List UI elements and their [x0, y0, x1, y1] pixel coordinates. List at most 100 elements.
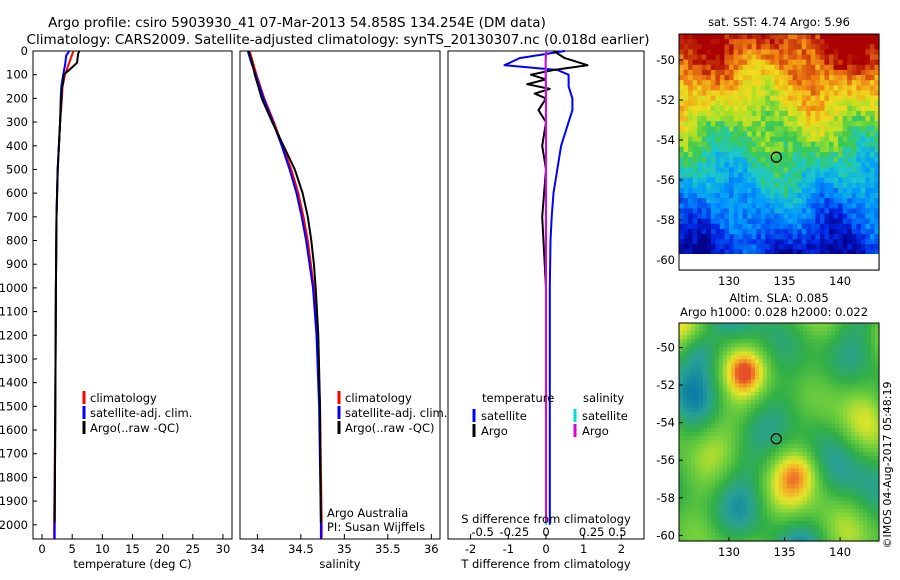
sst-map-cell: [715, 80, 721, 86]
sla-map-cell: [707, 520, 712, 526]
sla-map-cell: [855, 339, 860, 344]
sla-map-cell: [695, 339, 700, 344]
sla-map-cell: [727, 524, 732, 530]
sla-map-cell: [767, 456, 772, 461]
sla-map-cell: [795, 440, 800, 445]
sst-map-cell: [738, 172, 744, 179]
sla-map-cell: [707, 472, 712, 478]
sla-map-cell: [799, 448, 804, 453]
sst-map-cell: [765, 172, 771, 179]
sst-map-cell: [779, 75, 785, 81]
sst-map-cell: [824, 116, 830, 122]
sla-map-cell: [859, 383, 864, 389]
sst-map-cell: [733, 239, 739, 245]
sst-map-cell: [847, 64, 853, 71]
sst-map-cell: [847, 182, 853, 189]
sla-map-cell: [751, 452, 756, 457]
sla-map-cell: [771, 355, 776, 360]
sst-map-cell: [851, 244, 857, 251]
sla-map-cell: [747, 432, 752, 437]
sst-map-cell: [679, 198, 685, 204]
sla-map-cell: [715, 520, 720, 526]
sst-map-cell: [765, 234, 771, 240]
sst-map-cell: [806, 49, 812, 56]
sla-map-cell: [719, 331, 724, 336]
sst-map-cell: [801, 172, 807, 179]
sst-map-cell: [683, 105, 689, 112]
sst-map-cell: [829, 172, 835, 179]
sla-map-cell: [731, 335, 736, 340]
sst-map-cell: [842, 39, 848, 45]
sla-map-cell: [875, 516, 880, 522]
sst-map-cell: [806, 157, 812, 163]
sst-map-cell: [765, 146, 771, 153]
sla-map-cell: [715, 512, 720, 518]
sst-map-cell: [860, 126, 866, 133]
sla-map-cell: [795, 444, 800, 449]
sst-map-cell: [806, 239, 812, 245]
sla-map-cell: [723, 355, 728, 360]
sst-map-cell: [824, 244, 830, 251]
sla-map-cell: [787, 432, 792, 437]
sst-map-cell: [847, 100, 853, 107]
sst-map-cell: [747, 34, 753, 40]
sst-map-cell: [788, 239, 794, 245]
sla-map-cell: [743, 432, 748, 437]
sst-map-cell: [701, 64, 707, 71]
sst-map-cell: [774, 162, 780, 168]
sst-map-cell: [701, 193, 707, 199]
sla-map-cell: [759, 351, 764, 356]
sla-map-cell: [847, 339, 852, 344]
sst-map-cell: [719, 80, 726, 86]
sla-map-cell: [787, 367, 792, 373]
sla-map-cell: [707, 516, 712, 522]
sst-map-cell: [833, 228, 839, 235]
sla-map-cell: [791, 488, 796, 494]
sla-map-cell: [771, 399, 776, 405]
sst-map-cell: [697, 121, 703, 127]
sst-map-cell: [806, 167, 812, 174]
sst-map-cell: [829, 239, 835, 245]
sla-map-xtick-label: 135: [774, 545, 796, 559]
sst-map-cell: [819, 95, 826, 102]
sst-map-cell: [765, 85, 771, 92]
sla-map-cell: [831, 395, 836, 401]
sla-map-cell: [711, 403, 716, 409]
sst-map-cell: [683, 59, 689, 66]
sst-map-cell: [829, 69, 835, 76]
sla-map-cell: [863, 528, 868, 534]
sst-map-cell: [819, 239, 826, 245]
sst-map-cell: [701, 34, 707, 40]
sla-map-cell: [767, 323, 772, 328]
sst-map-cell: [688, 162, 694, 168]
sst-map-cell: [810, 234, 816, 240]
sst-map-cell: [806, 39, 812, 45]
sst-map-cell: [797, 39, 803, 45]
sst-map-cell: [751, 213, 757, 220]
sla-map-cell: [703, 452, 708, 457]
sst-map-cell: [683, 167, 689, 174]
sla-map-cell: [795, 347, 800, 352]
sst-map-cell: [688, 95, 694, 102]
sla-map-cell: [823, 452, 828, 457]
sst-map-cell: [869, 152, 876, 158]
sst-map-cell: [819, 131, 826, 138]
sst-map-cell: [724, 152, 730, 158]
sst-map-cell: [797, 193, 803, 199]
sst-map-cell: [760, 157, 766, 163]
sla-map-cell: [783, 464, 788, 469]
sla-map-cell: [739, 347, 744, 352]
sla-map-cell: [871, 359, 876, 364]
sst-map-cell: [751, 116, 757, 122]
sla-map-cell: [787, 371, 792, 377]
sla-map-cell: [723, 391, 728, 397]
sla-map-cell: [795, 387, 800, 393]
sst-map-cell: [701, 105, 707, 112]
sla-map-cell: [731, 411, 736, 417]
sla-map-cell: [771, 504, 776, 510]
sst-map-cell: [683, 85, 689, 92]
sst-map-cell: [783, 249, 789, 256]
sla-map-cell: [743, 500, 748, 506]
sla-map-cell: [779, 452, 784, 457]
sst-map-cell: [715, 218, 721, 225]
